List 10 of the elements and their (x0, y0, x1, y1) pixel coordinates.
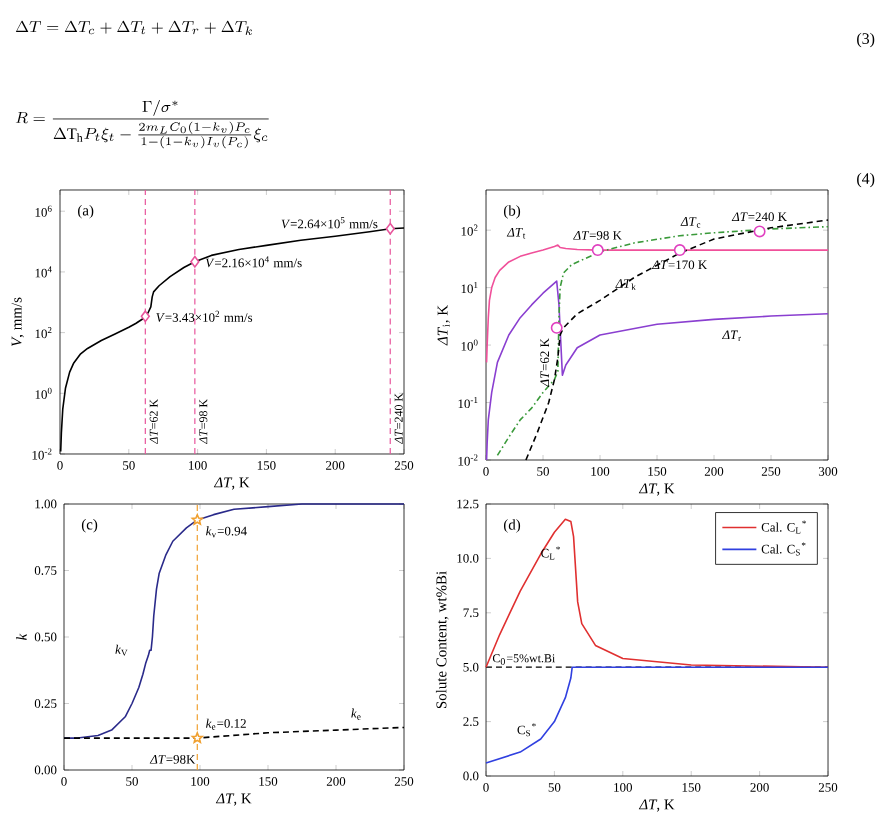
point (673, 244, 686, 257)
point (753, 225, 766, 238)
point (550, 321, 563, 334)
point (591, 244, 604, 257)
line-series (485, 280, 829, 461)
point (385, 222, 395, 235)
point (140, 310, 151, 323)
point (190, 255, 200, 268)
text: $R=\frac{\Gamma/\sigma^{*}}{\Delta \mathrm{T_h} P_t\xi_t-\frac{2m_L C_0(1-k_v)P_c}{1-(1-k_v)I_v(P_c)}\xi_c}$ (15, 99, 269, 149)
text: $\Delta T=\Delta T_c+\Delta T_t+\Delta T_r+\Delta T_k$ (15, 20, 252, 35)
